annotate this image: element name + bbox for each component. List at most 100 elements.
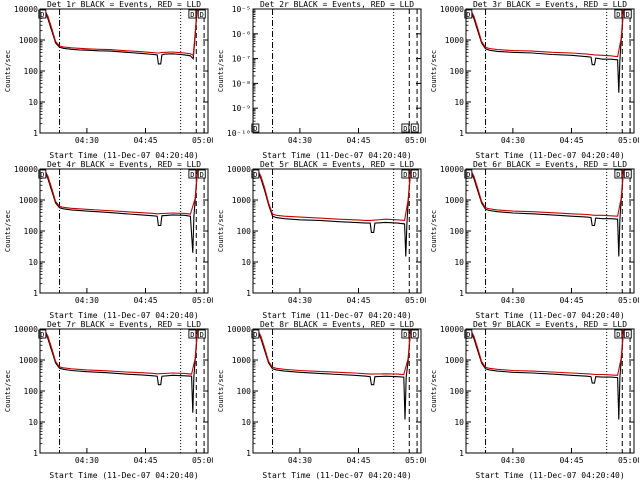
y-axis-label: Counts/sec xyxy=(430,50,438,92)
series-lld xyxy=(466,329,632,376)
x-axis-label: Start Time (11-Dec-07 04:20:40) xyxy=(475,311,624,320)
x-tick-label: 04:30 xyxy=(75,456,99,465)
x-axis-label: Start Time (11-Dec-07 04:20:40) xyxy=(475,151,624,160)
chart-panel-4: Det 4r BLACK = Events, RED = LLD Counts/s… xyxy=(4,160,213,320)
plot-frame xyxy=(465,168,635,294)
y-tick-label: 100 xyxy=(237,387,252,396)
series-lld xyxy=(40,169,206,215)
decimation-box-label: D xyxy=(466,11,470,19)
decimation-box xyxy=(401,169,410,179)
series-events xyxy=(40,329,206,413)
decimation-box-label: D xyxy=(190,331,194,339)
y-tick-label: 1 xyxy=(459,129,464,138)
y-tick-label: 10⁻⁸ xyxy=(232,79,251,88)
x-tick-label: 05:00 xyxy=(405,296,426,305)
decimation-box-label: D xyxy=(616,331,620,339)
chart-title: Det 7r BLACK = Events, RED = LLD xyxy=(47,320,201,329)
y-tick-label: 10000 xyxy=(440,165,464,174)
x-tick-label: 04:30 xyxy=(75,296,99,305)
y-axis-label: Counts/sec xyxy=(4,50,12,92)
series-lld xyxy=(40,9,206,57)
x-tick-label: 05:00 xyxy=(405,136,426,145)
chart-panel-9: Det 9r BLACK = Events, RED = LLD Counts/s… xyxy=(430,320,639,480)
decimation-box-label: D xyxy=(626,331,630,339)
decimation-box-label: D xyxy=(253,331,257,339)
y-tick-label: 1 xyxy=(459,289,464,298)
y-tick-label: 10000 xyxy=(14,165,38,174)
series-lld xyxy=(40,329,206,375)
x-tick-label: 04:45 xyxy=(346,296,370,305)
decimation-box xyxy=(251,123,260,133)
decimation-box-label: D xyxy=(403,331,407,339)
x-tick-label: 05:00 xyxy=(618,456,639,465)
decimation-box-label: D xyxy=(466,171,470,179)
decimation-box xyxy=(410,329,419,339)
x-tick-label: 05:00 xyxy=(618,136,639,145)
x-tick-label: 04:30 xyxy=(501,456,525,465)
x-tick-label: 04:30 xyxy=(75,136,99,145)
x-tick-label: 04:30 xyxy=(501,136,525,145)
y-tick-label: 10000 xyxy=(227,325,251,334)
y-axis-label: Counts/sec xyxy=(217,50,225,92)
decimation-box xyxy=(197,9,206,19)
decimation-box xyxy=(188,169,197,179)
decimation-box xyxy=(188,9,197,19)
y-tick-label: 10⁻⁷ xyxy=(232,55,251,64)
plot-frame xyxy=(252,168,422,294)
x-tick-label: 04:30 xyxy=(288,456,312,465)
y-tick-label: 1000 xyxy=(232,356,251,365)
x-tick-label: 05:00 xyxy=(192,296,213,305)
x-tick-label: 04:45 xyxy=(559,296,583,305)
chart-panel-2: Det 2r BLACK = Events, RED = LLD Counts/s… xyxy=(217,0,426,160)
decimation-box xyxy=(464,169,473,179)
x-axis-label: Start Time (11-Dec-07 04:20:40) xyxy=(262,311,411,320)
decimation-box xyxy=(251,169,260,179)
decimation-box xyxy=(38,329,47,339)
chart-panel-8: Det 8r BLACK = Events, RED = LLD Counts/s… xyxy=(217,320,426,480)
plot-frame xyxy=(39,8,209,134)
decimation-box xyxy=(38,169,47,179)
chart-panel-7: Det 7r BLACK = Events, RED = LLD Counts/s… xyxy=(4,320,213,480)
y-tick-label: 1 xyxy=(246,289,251,298)
x-tick-label: 05:00 xyxy=(192,456,213,465)
y-tick-label: 1000 xyxy=(445,356,464,365)
decimation-box xyxy=(410,123,419,133)
decimation-box xyxy=(401,123,410,133)
chart-title: Det 9r BLACK = Events, RED = LLD xyxy=(473,320,627,329)
x-axis-label: Start Time (11-Dec-07 04:20:40) xyxy=(475,471,624,480)
decimation-box xyxy=(464,329,473,339)
x-tick-label: 05:00 xyxy=(405,456,426,465)
y-tick-label: 1 xyxy=(33,129,38,138)
decimation-box-label: D xyxy=(253,125,257,133)
plot-frame xyxy=(252,8,422,134)
decimation-box xyxy=(197,329,206,339)
y-tick-label: 10000 xyxy=(227,165,251,174)
series-events xyxy=(253,169,419,257)
x-tick-label: 04:45 xyxy=(346,136,370,145)
decimation-box xyxy=(614,169,623,179)
x-tick-label: 04:45 xyxy=(559,456,583,465)
x-tick-label: 04:30 xyxy=(288,296,312,305)
decimation-box-label: D xyxy=(616,11,620,19)
y-tick-label: 10 xyxy=(241,258,251,267)
chart-title: Det 2r BLACK = Events, RED = LLD xyxy=(260,0,414,9)
decimation-box-label: D xyxy=(413,171,417,179)
x-tick-label: 05:00 xyxy=(618,296,639,305)
chart-title: Det 4r BLACK = Events, RED = LLD xyxy=(47,160,201,169)
y-axis-label: Counts/sec xyxy=(430,210,438,252)
y-tick-label: 10⁻⁶ xyxy=(232,30,251,39)
y-tick-label: 10 xyxy=(28,98,38,107)
decimation-box-label: D xyxy=(626,171,630,179)
series-events xyxy=(466,9,632,93)
x-tick-label: 04:45 xyxy=(133,296,157,305)
chart-title: Det 3r BLACK = Events, RED = LLD xyxy=(473,0,627,9)
chart-panel-6: Det 6r BLACK = Events, RED = LLD Counts/s… xyxy=(430,160,639,320)
y-tick-label: 10 xyxy=(28,418,38,427)
plot-frame xyxy=(39,168,209,294)
y-tick-label: 1 xyxy=(459,449,464,458)
decimation-box xyxy=(401,329,410,339)
y-tick-label: 100 xyxy=(450,67,465,76)
y-tick-label: 1 xyxy=(33,449,38,458)
y-tick-label: 1000 xyxy=(19,356,38,365)
decimation-box xyxy=(38,9,47,19)
